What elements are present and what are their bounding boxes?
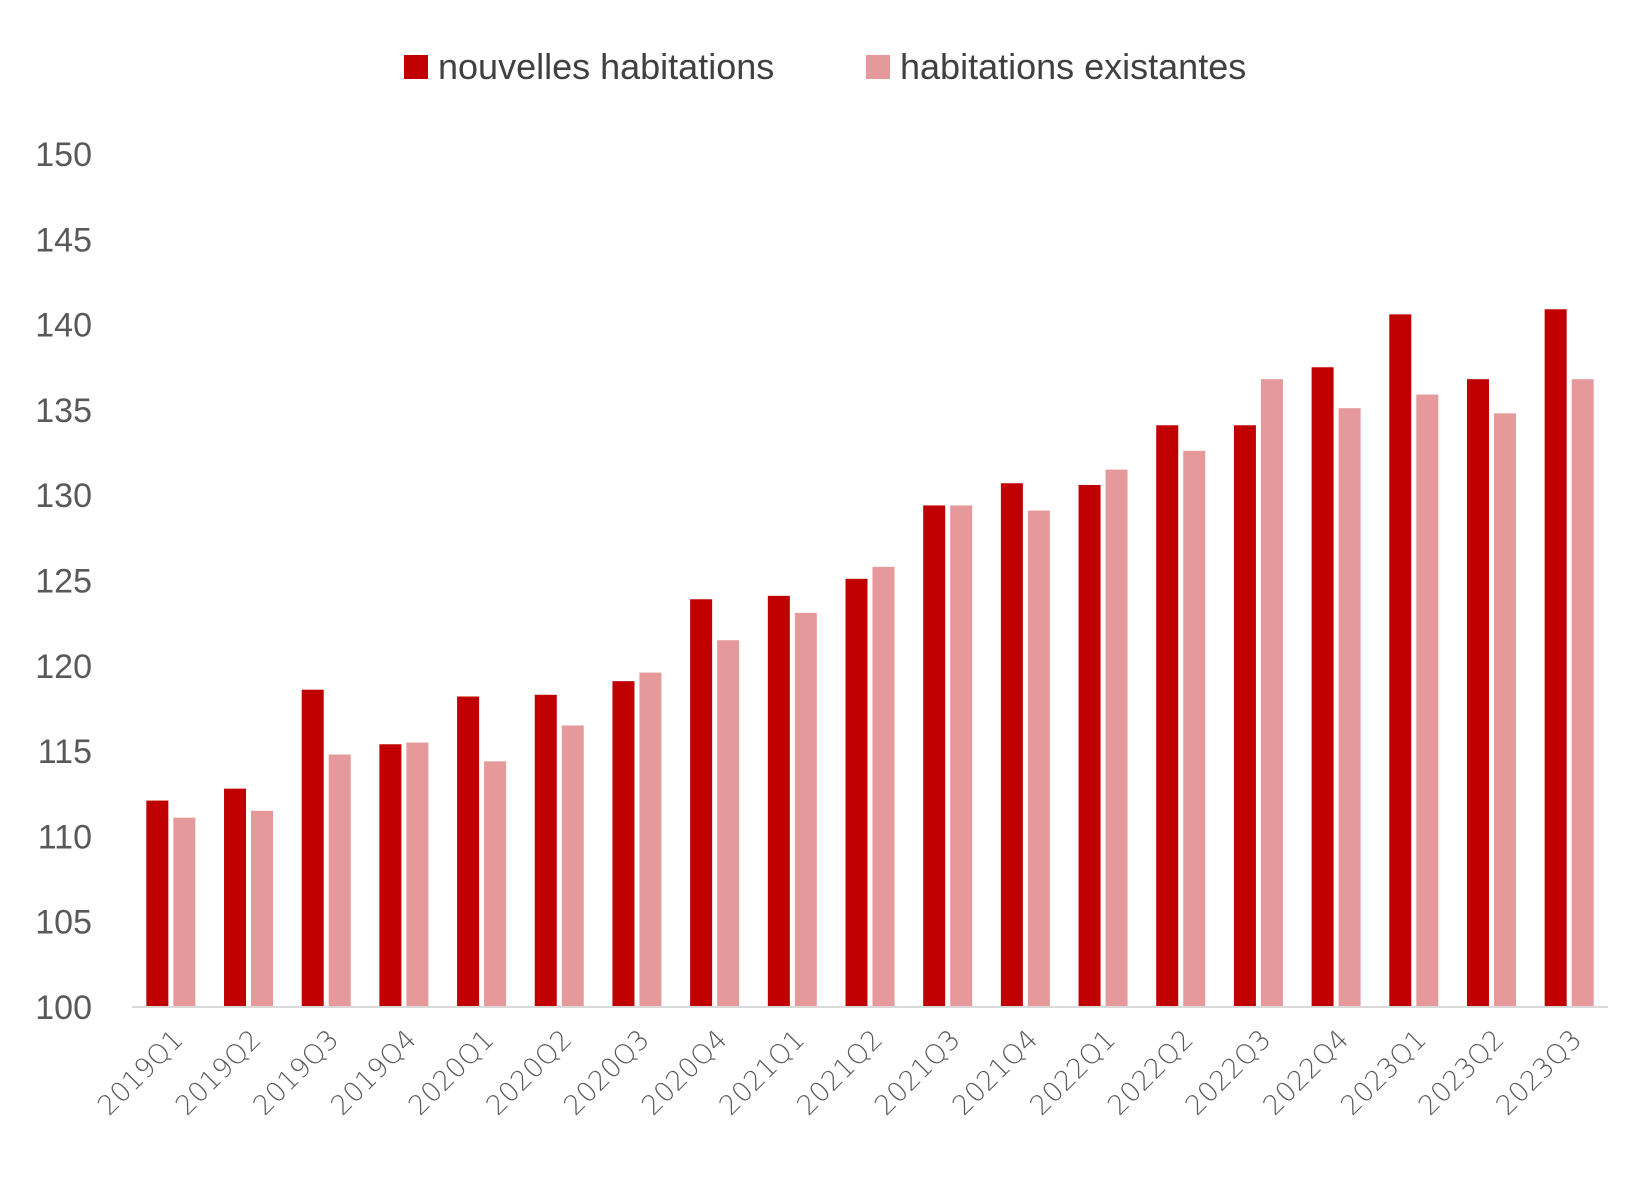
bar-habitations-existantes-2021Q2 [872, 566, 895, 1007]
bar-nouvelles-habitations-2023Q1 [1389, 314, 1412, 1007]
bar-nouvelles-habitations-2021Q1 [767, 595, 790, 1007]
x-tick-label-2022Q3: 2022Q3 [1180, 1024, 1278, 1122]
y-tick-label-150: 150 [35, 136, 92, 174]
legend: nouvelles habitations habitations exista… [404, 46, 1246, 87]
bar-habitations-existantes-2021Q1 [794, 612, 817, 1007]
bar-habitations-existantes-2023Q3 [1571, 379, 1594, 1007]
x-tick-label-2019Q3: 2019Q3 [247, 1024, 345, 1122]
bar-habitations-existantes-2020Q4 [717, 640, 740, 1007]
y-tick-label-145: 145 [35, 221, 92, 259]
bar-nouvelles-habitations-2019Q4 [379, 744, 402, 1007]
bar-nouvelles-habitations-2019Q3 [301, 689, 324, 1007]
x-tick-label-2021Q1: 2021Q1 [714, 1024, 812, 1122]
bar-nouvelles-habitations-2020Q4 [690, 599, 713, 1007]
y-tick-label-105: 105 [35, 904, 92, 942]
legend-label-nouvelles-habitations: nouvelles habitations [438, 46, 774, 87]
bar-habitations-existantes-2022Q1 [1105, 469, 1128, 1007]
x-tick-label-2019Q4: 2019Q4 [325, 1024, 423, 1122]
bar-nouvelles-habitations-2019Q2 [224, 788, 247, 1007]
x-tick-label-2020Q2: 2020Q2 [481, 1024, 579, 1122]
bar-habitations-existantes-2019Q4 [406, 742, 429, 1007]
bar-nouvelles-habitations-2022Q1 [1078, 484, 1101, 1007]
x-tick-label-2021Q3: 2021Q3 [869, 1024, 967, 1122]
bar-nouvelles-habitations-2023Q2 [1466, 379, 1489, 1007]
x-tick-label-2023Q1: 2023Q1 [1335, 1024, 1433, 1122]
bar-nouvelles-habitations-2021Q3 [923, 505, 946, 1007]
bar-habitations-existantes-2019Q3 [328, 754, 351, 1007]
bar-nouvelles-habitations-2022Q2 [1156, 425, 1179, 1007]
y-tick-label-130: 130 [35, 477, 92, 515]
bar-nouvelles-habitations-2021Q2 [845, 578, 868, 1007]
x-tick-label-2021Q4: 2021Q4 [947, 1024, 1045, 1122]
bar-nouvelles-habitations-2021Q4 [1000, 483, 1023, 1007]
y-tick-label-115: 115 [38, 733, 92, 771]
x-tick-label-2022Q4: 2022Q4 [1257, 1024, 1355, 1122]
legend-swatch-nouvelles-habitations [404, 55, 428, 79]
y-tick-label-135: 135 [35, 392, 92, 430]
bar-nouvelles-habitations-2023Q3 [1544, 309, 1567, 1008]
bar-habitations-existantes-2023Q1 [1416, 394, 1439, 1007]
bar-nouvelles-habitations-2020Q1 [457, 696, 480, 1007]
bar-habitations-existantes-2021Q4 [1027, 510, 1050, 1007]
legend-label-habitations-existantes: habitations existantes [900, 46, 1246, 87]
bar-nouvelles-habitations-2020Q2 [534, 694, 557, 1007]
x-tick-label-2021Q2: 2021Q2 [791, 1024, 889, 1122]
bar-nouvelles-habitations-2019Q1 [146, 800, 169, 1007]
bar-habitations-existantes-2019Q2 [251, 810, 274, 1007]
x-tick-label-2020Q3: 2020Q3 [558, 1024, 656, 1122]
legend-swatch-habitations-existantes [866, 55, 890, 79]
y-tick-label-100: 100 [35, 989, 92, 1027]
bar-nouvelles-habitations-2020Q3 [612, 681, 635, 1007]
x-tick-label-2023Q2: 2023Q2 [1413, 1024, 1511, 1122]
bars [146, 309, 1594, 1008]
bar-habitations-existantes-2022Q3 [1260, 379, 1283, 1007]
bar-habitations-existantes-2020Q2 [561, 725, 584, 1007]
x-tick-label-2019Q2: 2019Q2 [170, 1024, 268, 1122]
bar-habitations-existantes-2022Q4 [1338, 408, 1361, 1008]
x-tick-label-2023Q3: 2023Q3 [1490, 1024, 1588, 1122]
y-tick-label-110: 110 [38, 818, 92, 856]
x-axis: 2019Q12019Q22019Q32019Q42020Q12020Q22020… [92, 1024, 1588, 1122]
bar-habitations-existantes-2019Q1 [173, 817, 196, 1007]
bar-habitations-existantes-2022Q2 [1183, 450, 1206, 1007]
x-tick-label-2019Q1: 2019Q1 [92, 1024, 190, 1122]
y-tick-label-120: 120 [35, 648, 92, 686]
x-tick-label-2020Q4: 2020Q4 [636, 1024, 734, 1122]
x-tick-label-2022Q2: 2022Q2 [1102, 1024, 1200, 1122]
x-tick-label-2022Q1: 2022Q1 [1024, 1024, 1122, 1122]
bar-habitations-existantes-2020Q3 [639, 672, 662, 1007]
y-tick-label-125: 125 [35, 563, 92, 601]
x-tick-label-2020Q1: 2020Q1 [403, 1024, 501, 1122]
y-tick-label-140: 140 [35, 307, 92, 345]
bar-habitations-existantes-2021Q3 [950, 505, 973, 1007]
bar-nouvelles-habitations-2022Q3 [1233, 425, 1256, 1007]
bar-habitations-existantes-2023Q2 [1493, 413, 1516, 1007]
bar-nouvelles-habitations-2022Q4 [1311, 367, 1334, 1007]
y-axis: 100 105 110 115 120 125 130 135 140 145 150 [35, 136, 92, 1027]
bar-habitations-existantes-2020Q1 [484, 761, 507, 1007]
